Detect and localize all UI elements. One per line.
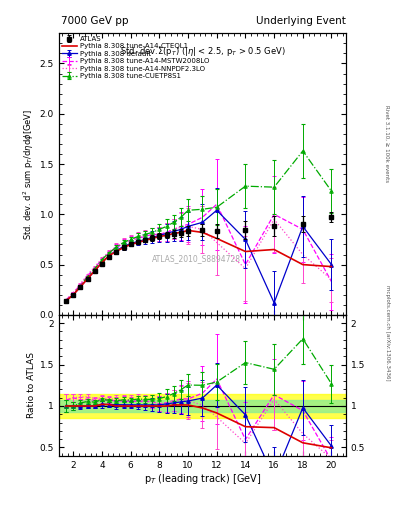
Pythia 8.308 tune-A14-CTEQL1 — [178, 229, 183, 236]
Pythia 8.308 tune-A14-CTEQL1 — [243, 248, 248, 254]
Pythia 8.308 tune-A14-CTEQL1 — [121, 244, 126, 250]
Text: Underlying Event: Underlying Event — [256, 15, 346, 26]
Legend: ATLAS, Pythia 8.308 tune-A14-CTEQL1, Pythia 8.308 default, Pythia 8.308 tune-A14: ATLAS, Pythia 8.308 tune-A14-CTEQL1, Pyt… — [61, 35, 211, 80]
Pythia 8.308 tune-A14-CTEQL1 — [85, 275, 90, 282]
Pythia 8.308 tune-A14-CTEQL1 — [100, 260, 105, 266]
Pythia 8.308 tune-A14-CTEQL1 — [143, 238, 147, 244]
Pythia 8.308 tune-A14-CTEQL1 — [114, 248, 119, 254]
Pythia 8.308 tune-A14-CTEQL1 — [71, 292, 75, 298]
Text: Rivet 3.1.10, ≥ 100k events: Rivet 3.1.10, ≥ 100k events — [385, 105, 389, 182]
Pythia 8.308 tune-A14-CTEQL1 — [301, 262, 305, 268]
Pythia 8.308 tune-A14-CTEQL1 — [129, 242, 133, 248]
Y-axis label: Ratio to ATLAS: Ratio to ATLAS — [27, 352, 35, 418]
Line: Pythia 8.308 tune-A14-CTEQL1: Pythia 8.308 tune-A14-CTEQL1 — [66, 230, 332, 301]
Pythia 8.308 tune-A14-CTEQL1 — [329, 264, 334, 270]
Pythia 8.308 tune-A14-CTEQL1 — [200, 229, 205, 236]
Text: Std. dev.$\Sigma$(p$_T$) (|$\eta$| < 2.5, p$_T$ > 0.5 GeV): Std. dev.$\Sigma$(p$_T$) (|$\eta$| < 2.5… — [119, 45, 285, 57]
Pythia 8.308 tune-A14-CTEQL1 — [171, 230, 176, 237]
Pythia 8.308 tune-A14-CTEQL1 — [186, 227, 191, 233]
Pythia 8.308 tune-A14-CTEQL1 — [78, 284, 83, 290]
Pythia 8.308 tune-A14-CTEQL1 — [136, 240, 140, 246]
Text: ATLAS_2010_S8894728: ATLAS_2010_S8894728 — [152, 254, 241, 263]
Pythia 8.308 tune-A14-CTEQL1 — [107, 252, 112, 259]
Pythia 8.308 tune-A14-CTEQL1 — [215, 236, 219, 242]
X-axis label: p$_T$ (leading track) [GeV]: p$_T$ (leading track) [GeV] — [144, 472, 261, 486]
Pythia 8.308 tune-A14-CTEQL1 — [64, 297, 68, 304]
Pythia 8.308 tune-A14-CTEQL1 — [92, 268, 97, 274]
Pythia 8.308 tune-A14-CTEQL1 — [272, 246, 277, 252]
Text: mcplots.cern.ch [arXiv:1306.3436]: mcplots.cern.ch [arXiv:1306.3436] — [385, 285, 389, 380]
Text: 7000 GeV pp: 7000 GeV pp — [61, 15, 129, 26]
Pythia 8.308 tune-A14-CTEQL1 — [150, 236, 154, 242]
Pythia 8.308 tune-A14-CTEQL1 — [164, 232, 169, 239]
Pythia 8.308 tune-A14-CTEQL1 — [157, 233, 162, 240]
Y-axis label: Std. dev. d$^2$ sum p$_T$/d$\eta$d$\phi$[GeV]: Std. dev. d$^2$ sum p$_T$/d$\eta$d$\phi$… — [21, 109, 35, 240]
